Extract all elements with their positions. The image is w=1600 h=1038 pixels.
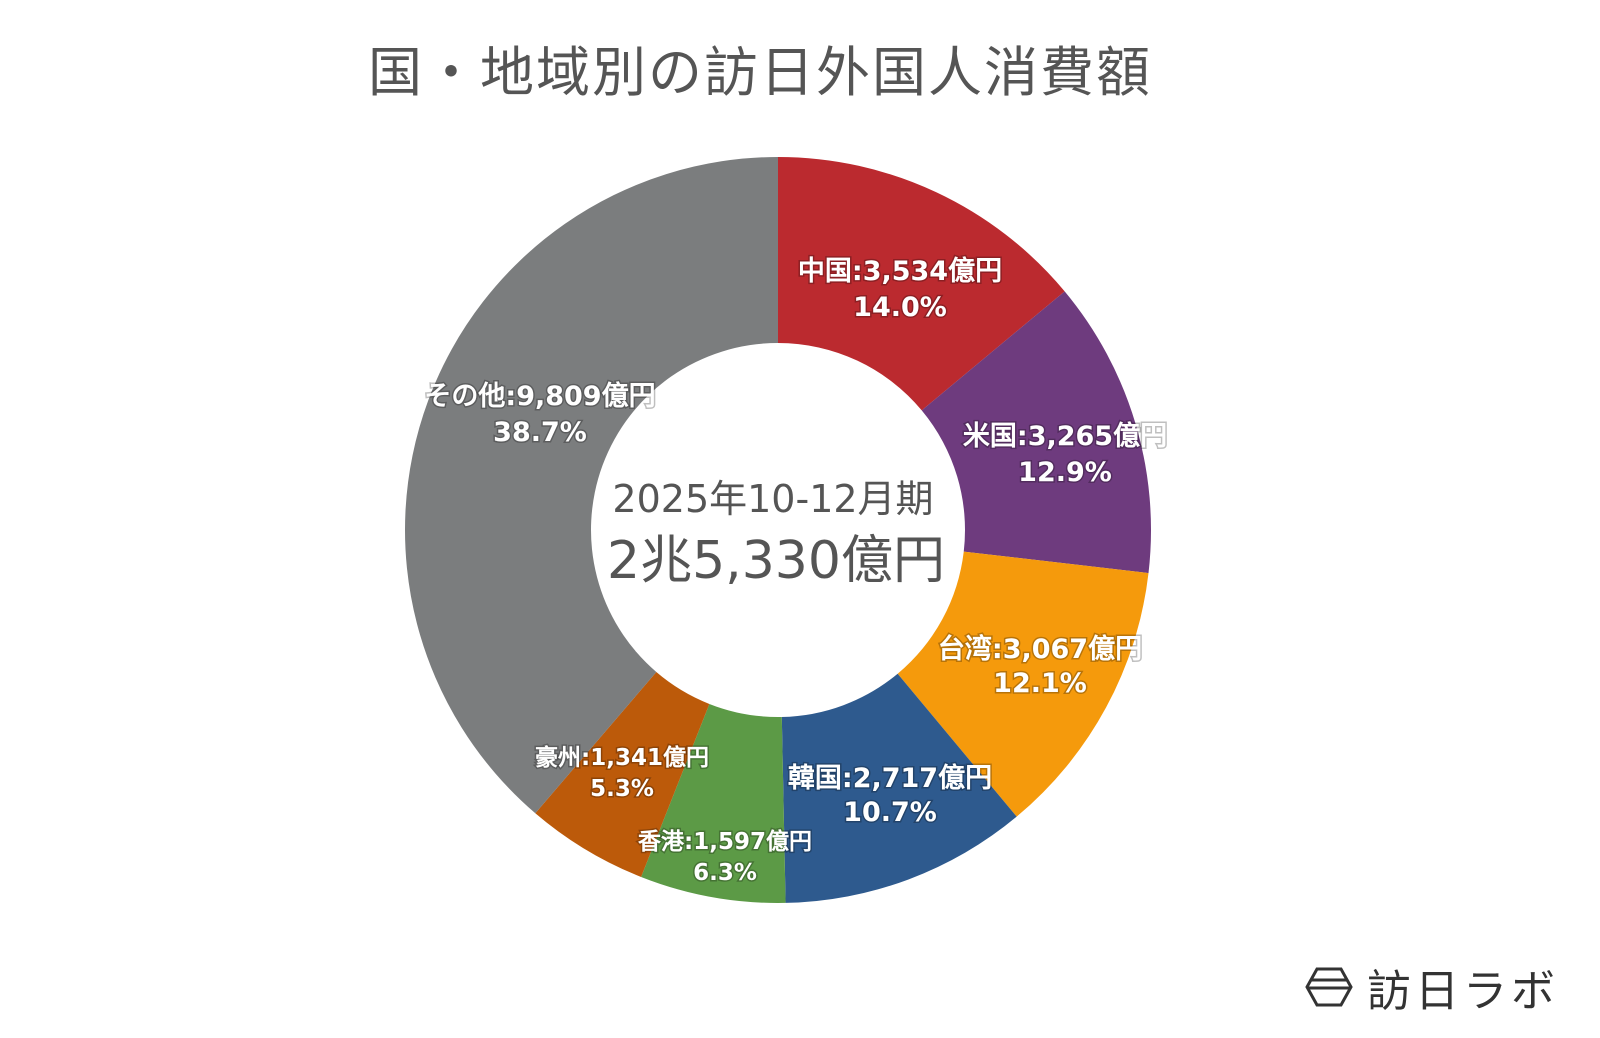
slice-percent-label: 12.9% [1018, 457, 1112, 488]
slice-中国 [778, 157, 1065, 411]
slice-percent-label: 14.0% [853, 292, 947, 323]
slice-label: 中国:3,534億円 [798, 256, 1002, 287]
slice-label: 豪州:1,341億円 [535, 744, 709, 771]
slice-percent-label: 5.3% [590, 776, 654, 802]
slice-percent-label: 6.3% [693, 860, 757, 886]
slice-label: その他:9,809億円 [424, 381, 655, 412]
chart-title: 国・地域別の訪日外国人消費額 [368, 41, 1152, 104]
slice-percent-label: 38.7% [493, 417, 587, 448]
slice-label: 韓国:2,717億円 [788, 763, 992, 794]
slice-label: 香港:1,597億円 [638, 828, 812, 855]
center-period: 2025年10-12月期 [612, 477, 933, 521]
slice-percent-label: 12.1% [993, 668, 1087, 699]
slice-label: 米国:3,265億円 [963, 421, 1167, 452]
slice-label: 台湾:3,067億円 [938, 633, 1142, 665]
slice-豪州 [535, 672, 710, 877]
hexagon-logo-icon [1305, 967, 1353, 1007]
slice-percent-label: 10.7% [843, 797, 937, 828]
center-total: 2兆5,330億円 [607, 531, 945, 591]
slice-韓国 [781, 673, 1017, 903]
slice-その他 [405, 157, 778, 814]
slice-香港 [641, 703, 786, 904]
logo-text: 訪日ラボ [1367, 966, 1559, 1017]
slice-台湾 [897, 551, 1149, 817]
logo: 訪日ラボ [1305, 955, 1559, 1019]
slice-米国 [921, 291, 1151, 574]
